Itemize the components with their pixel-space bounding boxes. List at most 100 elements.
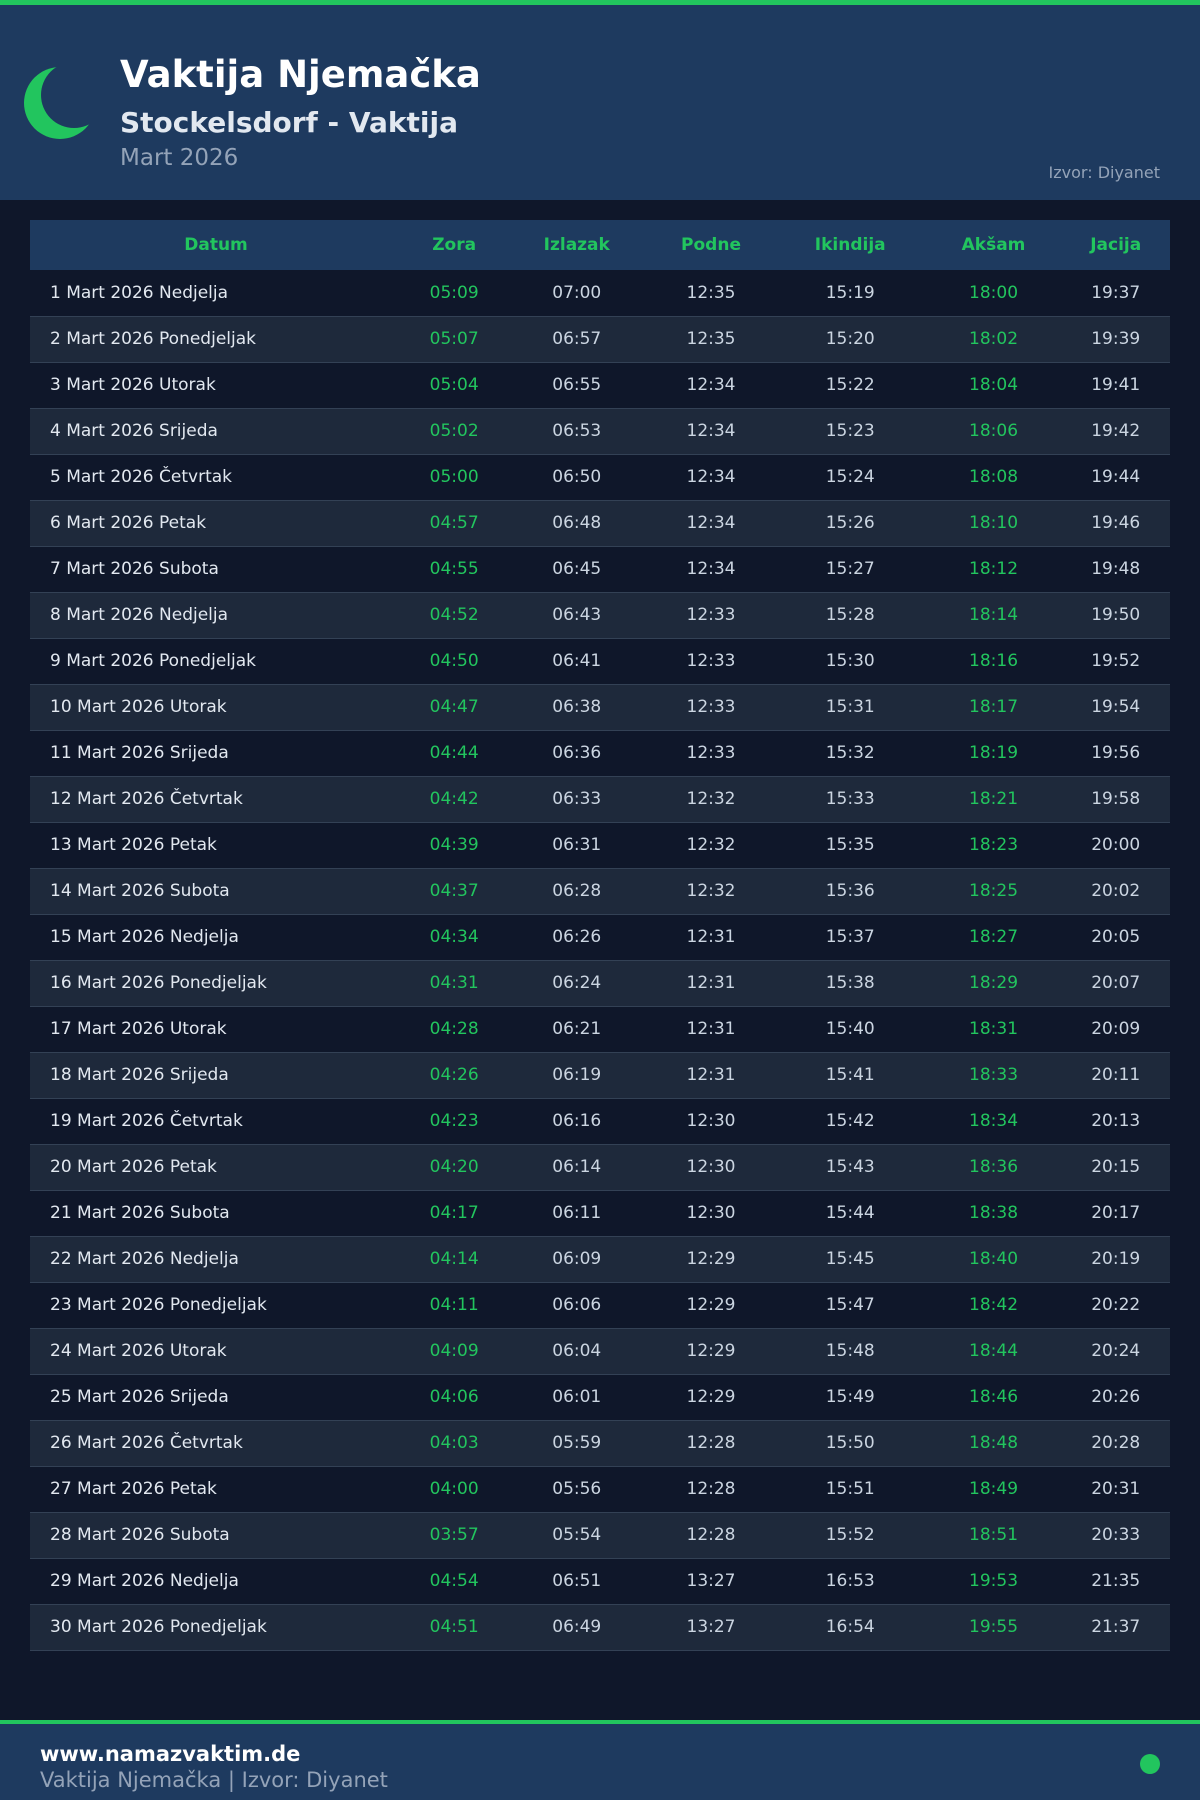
top-accent-bar [0,0,1200,5]
time-cell: 12:34 [686,467,736,487]
time-cell: 15:23 [825,421,875,441]
time-cell: 15:45 [825,1249,875,1269]
time-cell: 18:51 [969,1525,1019,1545]
time-cell: 15:48 [825,1341,875,1361]
time-cell: 18:49 [969,1479,1019,1499]
table-row: 20 Mart 2026 Petak 04:20 06:14 12:30 15:43 18… [30,1144,1170,1190]
time-cell: 06:09 [552,1249,602,1269]
time-cell: 06:06 [552,1295,602,1315]
time-cell: 12:32 [686,835,736,855]
source-label: Izvor: Diyanet [1048,163,1160,182]
time-cell: 04:37 [429,881,479,901]
time-cell: 19:58 [1091,789,1141,809]
time-cell: 06:53 [552,421,602,441]
table-row: 15 Mart 2026 Nedjelja 04:34 06:26 12:31 15:3… [30,914,1170,960]
time-cell: 15:37 [825,927,875,947]
table-row: 12 Mart 2026 Četvrtak 04:42 06:33 12:32 15:3… [30,776,1170,822]
date-cell: 30 Mart 2026 Ponedjeljak [50,1617,267,1637]
table-row: 14 Mart 2026 Subota 04:37 06:28 12:32 15:36 1… [30,868,1170,914]
column-header: Podne [681,235,741,255]
time-cell: 06:11 [552,1203,602,1223]
time-cell: 12:31 [686,927,736,947]
time-cell: 05:54 [552,1525,602,1545]
table-row: 9 Mart 2026 Ponedjeljak 04:50 06:41 12:33 15… [30,638,1170,684]
date-cell: 10 Mart 2026 Utorak [50,697,227,717]
time-cell: 19:44 [1091,467,1141,487]
time-cell: 04:03 [429,1433,479,1453]
table-row: 11 Mart 2026 Srijeda 04:44 06:36 12:33 15:32… [30,730,1170,776]
time-cell: 04:57 [429,513,479,533]
time-cell: 15:22 [825,375,875,395]
table-row: 16 Mart 2026 Ponedjeljak 04:31 06:24 12:31 1… [30,960,1170,1006]
time-cell: 18:40 [969,1249,1019,1269]
time-cell: 19:55 [969,1617,1019,1637]
time-cell: 15:31 [825,697,875,717]
time-cell: 04:17 [429,1203,479,1223]
date-cell: 18 Mart 2026 Srijeda [50,1065,229,1085]
time-cell: 18:38 [969,1203,1019,1223]
time-cell: 06:38 [552,697,602,717]
table-row: 22 Mart 2026 Nedjelja 04:14 06:09 12:29 15:4… [30,1236,1170,1282]
time-cell: 18:00 [969,282,1019,303]
time-cell: 06:14 [552,1157,602,1177]
time-cell: 18:10 [969,513,1019,533]
time-cell: 19:39 [1091,329,1141,349]
time-cell: 12:29 [686,1249,736,1269]
time-cell: 12:33 [686,743,736,763]
time-cell: 20:28 [1091,1433,1141,1453]
time-cell: 06:28 [552,881,602,901]
table-row: 1 Mart 2026 Nedjelja 05:09 07:00 12:35 15:19… [30,270,1170,316]
time-cell: 12:29 [686,1295,736,1315]
time-cell: 20:13 [1091,1111,1141,1131]
date-cell: 12 Mart 2026 Četvrtak [50,789,243,809]
time-cell: 18:12 [969,559,1019,579]
time-cell: 16:54 [825,1617,875,1637]
time-cell: 04:06 [429,1387,479,1407]
time-cell: 04:50 [429,651,479,671]
table-row: 6 Mart 2026 Petak 04:57 06:48 12:34 15:26 18:… [30,500,1170,546]
footer-subtitle: Vaktija Njemačka | Izvor: Diyanet [40,1768,388,1792]
time-cell: 18:16 [969,651,1019,671]
time-cell: 19:53 [969,1571,1019,1591]
table-row: 4 Mart 2026 Srijeda 05:02 06:53 12:34 15:23 1… [30,408,1170,454]
table-row: 27 Mart 2026 Petak 04:00 05:56 12:28 15:51 18… [30,1466,1170,1512]
footer-site: www.namazvaktim.de [40,1742,301,1766]
time-cell: 19:42 [1091,421,1141,441]
header: Vaktija Njemačka Stockelsdorf - Vaktija … [0,5,1200,200]
time-cell: 04:09 [429,1341,479,1361]
time-cell: 15:24 [825,467,875,487]
time-cell: 12:31 [686,1065,736,1085]
table-row: 24 Mart 2026 Utorak 04:09 06:04 12:29 15:48 1… [30,1328,1170,1374]
date-cell: 17 Mart 2026 Utorak [50,1019,227,1039]
column-header: Akšam [961,235,1026,255]
time-cell: 15:41 [825,1065,875,1085]
date-cell: 25 Mart 2026 Srijeda [50,1387,229,1407]
table-row: 23 Mart 2026 Ponedjeljak 04:11 06:06 12:29 1… [30,1282,1170,1328]
time-cell: 20:11 [1091,1065,1141,1085]
time-cell: 20:31 [1091,1479,1141,1499]
table-row: 26 Mart 2026 Četvrtak 04:03 05:59 12:28 15:5… [30,1420,1170,1466]
time-cell: 18:14 [969,605,1019,625]
time-cell: 20:07 [1091,973,1141,993]
column-header: Datum [184,235,248,255]
time-cell: 18:31 [969,1019,1019,1039]
date-cell: 24 Mart 2026 Utorak [50,1341,227,1361]
table-row: 29 Mart 2026 Nedjelja 04:54 06:51 13:27 16:5… [30,1558,1170,1604]
date-cell: 2 Mart 2026 Ponedjeljak [50,329,256,349]
date-cell: 3 Mart 2026 Utorak [50,375,216,395]
time-cell: 04:47 [429,697,479,717]
time-cell: 15:28 [825,605,875,625]
table-row: 19 Mart 2026 Četvrtak 04:23 06:16 12:30 15:4… [30,1098,1170,1144]
time-cell: 12:29 [686,1387,736,1407]
month-label: Mart 2026 [120,145,239,171]
prayer-times-table: Datum Zora Izlazak Podne Ikindija Akšam Jacija… [30,220,1170,1651]
date-cell: 26 Mart 2026 Četvrtak [50,1433,243,1453]
time-cell: 15:50 [825,1433,875,1453]
date-cell: 11 Mart 2026 Srijeda [50,743,229,763]
footer: www.namazvaktim.de Vaktija Njemačka | Iz… [0,1720,1200,1800]
time-cell: 06:24 [552,973,602,993]
time-cell: 20:26 [1091,1387,1141,1407]
time-cell: 06:48 [552,513,602,533]
date-cell: 13 Mart 2026 Petak [50,835,217,855]
time-cell: 04:55 [429,559,479,579]
